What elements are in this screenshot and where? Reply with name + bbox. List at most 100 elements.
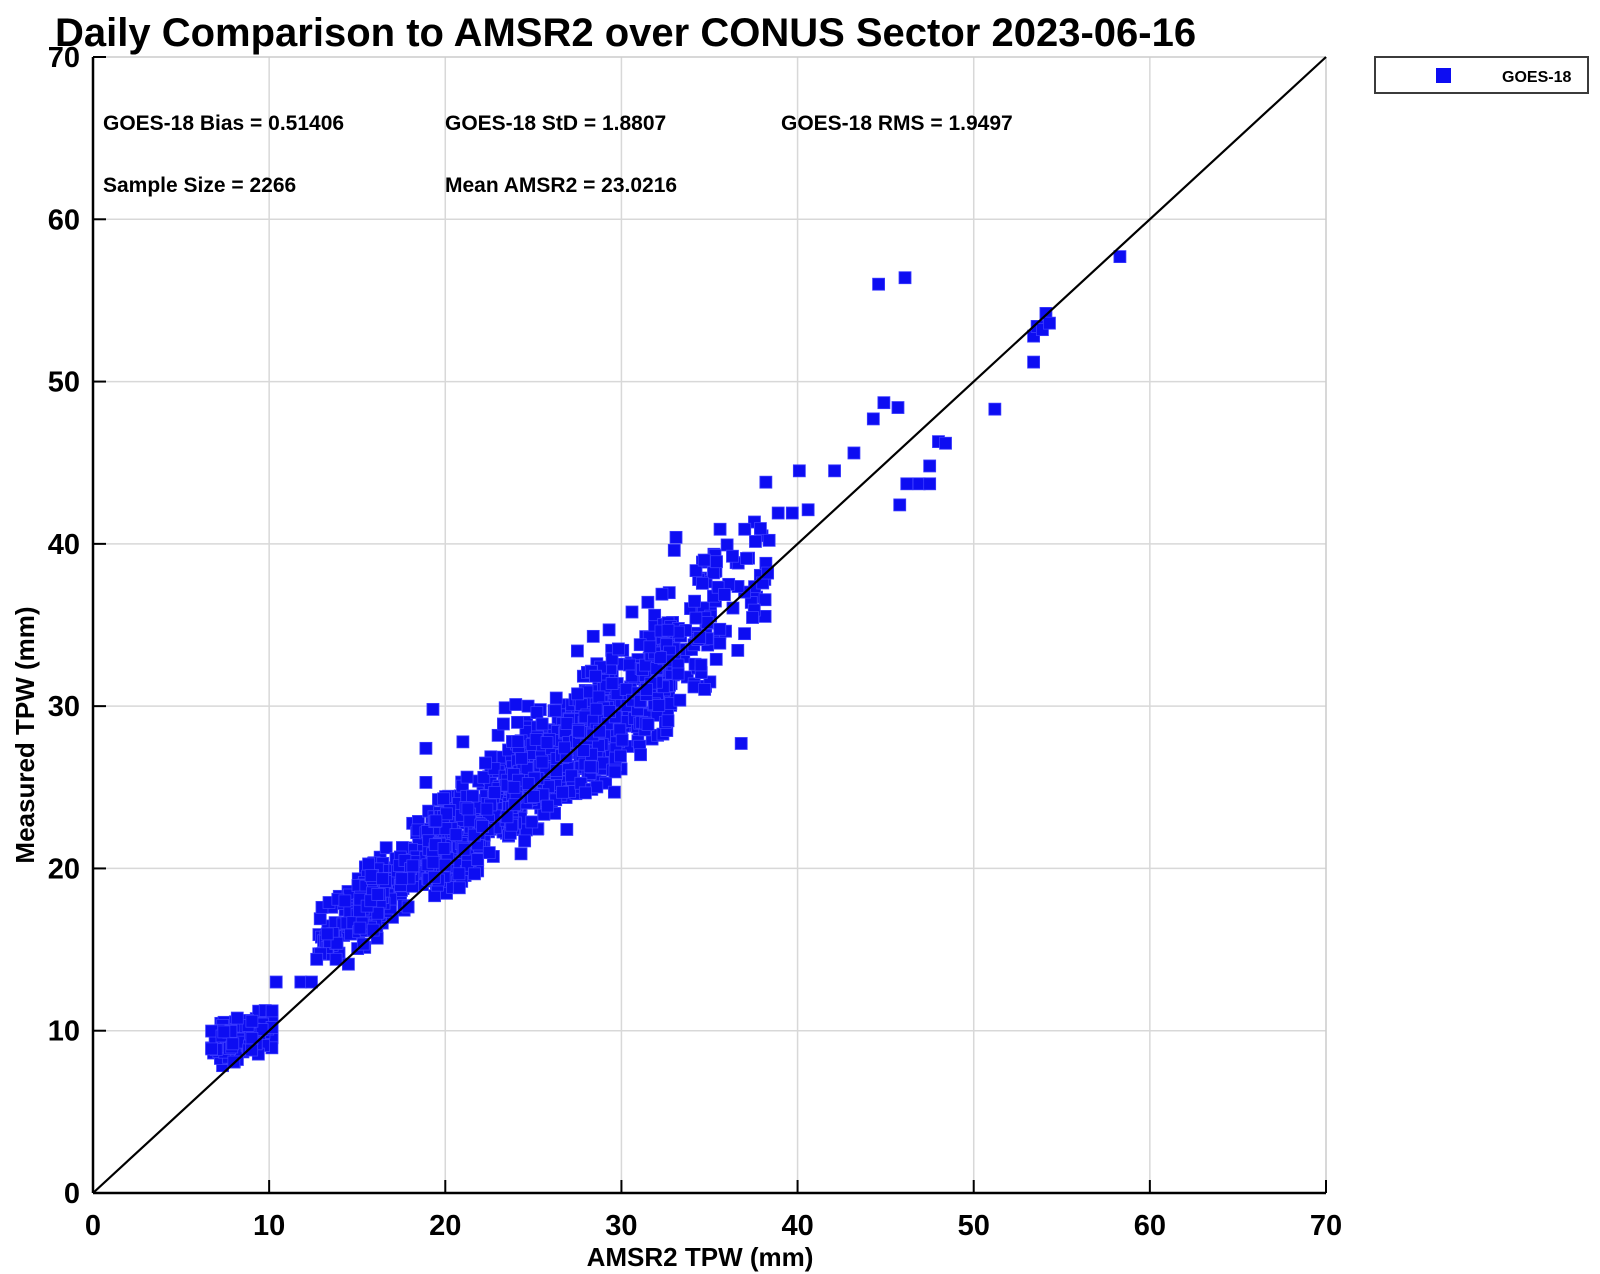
- stat-rms: GOES-18 RMS = 1.9497: [781, 112, 1013, 135]
- legend-label-goes18: GOES-18: [1502, 69, 1571, 86]
- y-tick-label: 0: [64, 1178, 80, 1210]
- scatter-point: [497, 717, 510, 731]
- axis-ticks: [92, 56, 1327, 1194]
- scatter-point: [872, 277, 885, 291]
- scatter-point: [217, 1025, 231, 1039]
- scatter-point: [509, 698, 523, 711]
- scatter-point: [697, 553, 711, 567]
- scatter-point: [514, 847, 528, 861]
- scatter-point: [661, 714, 675, 728]
- scatter-point: [452, 867, 466, 881]
- scatter-point: [738, 522, 752, 536]
- y-tick-label: 40: [48, 529, 80, 561]
- legend-box: [1374, 56, 1589, 94]
- scatter-point: [939, 436, 952, 450]
- scatter-points-goes18: [205, 250, 1127, 1073]
- scatter-point: [1043, 316, 1056, 330]
- scatter-point: [330, 936, 344, 950]
- scatter-point: [419, 741, 433, 755]
- scatter-point: [988, 402, 1002, 416]
- plot-frame: [91, 56, 1327, 1195]
- scatter-point: [429, 814, 443, 828]
- scatter-point: [466, 789, 479, 803]
- scatter-point: [572, 724, 586, 738]
- scatter-point: [440, 807, 453, 821]
- scatter-point: [313, 912, 327, 926]
- scatter-point: [457, 842, 471, 856]
- scatter-point: [713, 622, 727, 636]
- scatter-point: [641, 595, 655, 609]
- scatter-point: [329, 952, 343, 966]
- scatter-point: [898, 271, 912, 285]
- scatter-point: [342, 957, 355, 971]
- y-tick-label: 20: [48, 853, 80, 885]
- scatter-point: [205, 1042, 219, 1056]
- scatter-point: [785, 506, 799, 520]
- scatter-point: [891, 401, 905, 414]
- x-tick-label: 70: [1310, 1210, 1342, 1242]
- scatter-point: [623, 658, 636, 672]
- scatter-point: [589, 702, 603, 716]
- scatter-point: [641, 718, 655, 732]
- scatter-point: [521, 777, 535, 790]
- scatter-point: [746, 611, 759, 624]
- scatter-point: [713, 522, 727, 536]
- scatter-point: [371, 887, 385, 901]
- gridlines: [93, 57, 1326, 1193]
- scatter-point: [801, 503, 815, 517]
- scatter-point: [726, 549, 739, 563]
- scatter-point: [338, 894, 352, 908]
- y-tick-label: 10: [48, 1016, 80, 1048]
- scatter-point: [586, 629, 600, 643]
- x-tick-label: 0: [85, 1210, 101, 1242]
- scatter-point: [511, 715, 524, 729]
- scatter-point: [255, 1023, 269, 1036]
- scatter-point: [245, 1014, 259, 1028]
- scatter-point: [792, 464, 806, 478]
- scatter-point: [759, 475, 773, 489]
- scatter-point: [694, 658, 708, 672]
- scatter-point: [615, 733, 629, 747]
- scatter-point: [577, 744, 590, 757]
- scatter-point: [695, 576, 709, 590]
- scatter-point: [762, 533, 776, 547]
- scatter-point: [738, 627, 751, 641]
- scatter-point: [667, 543, 681, 557]
- scatter-point: [749, 535, 762, 548]
- scatter-point: [589, 669, 602, 683]
- scatter-point: [570, 644, 584, 658]
- y-axis-label: Measured TPW (mm): [10, 606, 40, 863]
- scatter-point: [731, 644, 745, 657]
- x-tick-label: 10: [253, 1210, 285, 1242]
- x-tick-label: 50: [958, 1210, 990, 1242]
- scatter-point: [713, 636, 727, 650]
- y-tick-label: 30: [48, 691, 80, 723]
- scatter-point: [353, 921, 367, 935]
- scatter-point: [511, 735, 525, 748]
- scatter-point: [371, 906, 385, 920]
- tick-labels: 0 10 20 30 40 50 60 70 0 10 20 30 40 50 60 70: [48, 42, 1342, 1242]
- legend: GOES-18: [1374, 56, 1589, 94]
- scatter-point: [437, 792, 450, 806]
- scatter-point: [758, 593, 772, 607]
- scatter-point: [687, 680, 701, 694]
- scatter-point: [693, 631, 707, 644]
- scatter-point: [362, 857, 375, 871]
- scatter-point: [426, 702, 440, 716]
- scatter-point: [515, 751, 528, 765]
- scatter-point: [488, 786, 502, 799]
- scatter-point: [540, 736, 554, 749]
- scatter-point: [320, 927, 334, 941]
- scatter-point: [535, 755, 549, 769]
- stat-std: GOES-18 StD = 1.8807: [445, 112, 666, 135]
- scatter-point: [900, 477, 914, 491]
- scatter-point: [558, 741, 571, 755]
- scatter-point: [607, 785, 621, 799]
- x-tick-label: 20: [429, 1210, 461, 1242]
- scatter-point: [718, 588, 731, 602]
- scatter-point: [652, 699, 666, 712]
- scatter-point: [507, 780, 521, 794]
- scatter-point: [541, 799, 555, 813]
- scatter-point: [602, 623, 616, 637]
- scatter-point: [698, 683, 712, 696]
